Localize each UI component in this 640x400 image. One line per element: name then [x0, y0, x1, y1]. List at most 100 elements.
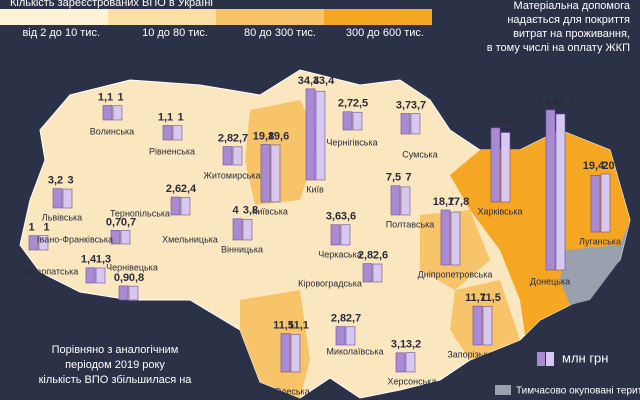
region-name: Закарпатська: [22, 266, 79, 276]
value-label: 1,4: [81, 254, 97, 266]
bar: [172, 125, 183, 141]
value-label: 3,2: [406, 339, 421, 351]
bar: [180, 197, 191, 216]
bar: [400, 186, 411, 216]
region-name: Черкаська: [318, 249, 361, 259]
value-label: 2,6: [166, 183, 181, 195]
value-label: 17,8: [448, 196, 469, 208]
legend-swatch: [0, 9, 108, 25]
value-label: 27: [487, 114, 499, 126]
bar: [85, 267, 96, 284]
region-name: Донецька: [530, 276, 570, 286]
bar: [62, 188, 73, 209]
value-label: 11,5: [480, 292, 501, 304]
value-label: 11,5: [273, 319, 294, 331]
value-label: 2,8: [331, 312, 346, 324]
legend-title: Кількість зареєстрованих ВПО в Україні: [10, 0, 213, 9]
note: в тому числі на оплату ЖКП: [487, 42, 630, 54]
region-name: Волинська: [90, 126, 134, 136]
bar: [120, 230, 131, 245]
bar: [440, 209, 451, 266]
value-label: 7: [405, 172, 411, 184]
value-label: 33,4: [313, 75, 335, 87]
bar: [400, 113, 411, 135]
region-name: Херсонська: [388, 376, 437, 386]
region-name: Запорізька: [447, 349, 492, 359]
region-name: Хмельницька: [162, 234, 218, 244]
bar: [270, 144, 281, 203]
value-label: 3,7: [411, 99, 426, 111]
legend-item: 10 до 80 тис.: [142, 27, 208, 39]
value-label: 1,1: [98, 91, 113, 103]
legend-swatch: [324, 9, 432, 25]
value-label: 3,6: [326, 211, 341, 223]
region-name: Полтавська: [386, 219, 435, 229]
region-name: Дніпропетровська: [418, 269, 493, 279]
value-label: 64,4: [538, 96, 560, 108]
bar: [232, 218, 243, 241]
value-label: 1,3: [96, 254, 111, 266]
unit-swatch: [546, 352, 554, 366]
bar: [345, 326, 356, 346]
unit-swatch: [537, 352, 545, 366]
comparison: періодом 2019 року: [65, 359, 165, 371]
region-name: Одеська: [274, 386, 309, 396]
bar: [330, 224, 341, 246]
value-label: 2,8: [358, 249, 373, 261]
bar: [95, 267, 106, 284]
bar: [290, 334, 301, 373]
bar: [232, 146, 243, 166]
value-label: 3,7: [396, 99, 411, 111]
bar: [500, 132, 511, 203]
region-name: Рівненська: [149, 146, 195, 156]
bar: [102, 105, 113, 121]
value-label: 20: [602, 160, 614, 172]
bar: [372, 263, 383, 283]
bar: [110, 230, 121, 245]
note: витрат на проживання,: [513, 28, 630, 40]
bar: [242, 218, 253, 241]
region-name: Кіровоградська: [298, 278, 362, 288]
value-label: 2,6: [373, 249, 388, 261]
region-name: Чернігівська: [326, 137, 377, 147]
bar: [128, 285, 139, 301]
value-label: 0,9: [114, 272, 129, 284]
region-name: Київ: [306, 184, 324, 194]
bar: [405, 352, 416, 373]
value-label: 3,8: [243, 205, 258, 217]
value-label: 19,8: [253, 130, 274, 142]
region-name: Житомирська: [204, 170, 261, 180]
comparison: кількість ВПО збільшилася на: [39, 374, 193, 386]
region-name: Вінницька: [221, 244, 263, 254]
region-name: Чернівецька: [106, 262, 158, 272]
value-label: 0,8: [129, 272, 144, 284]
occupied-legend: Тимчасово окуповані території України: [516, 386, 640, 397]
value-label: 2,7: [338, 98, 353, 110]
value-label: 7,5: [386, 172, 401, 184]
bar: [410, 113, 421, 135]
value-label: 2,8: [218, 132, 233, 144]
value-label: 3,1: [391, 339, 406, 351]
bar: [450, 211, 461, 266]
bar: [305, 88, 316, 181]
bar: [352, 111, 363, 131]
value-label: 2,7: [346, 312, 361, 324]
note: надається для покриття: [507, 14, 630, 26]
bar: [342, 111, 353, 131]
bar: [28, 235, 39, 251]
legend-item: 80 до 300 тис.: [244, 27, 316, 39]
value-label: 1: [43, 222, 49, 234]
bar: [222, 146, 233, 166]
value-label: 0,7: [121, 216, 136, 228]
bar: [335, 326, 346, 346]
region-name: Луганська: [579, 236, 621, 246]
occupied-swatch: [495, 385, 511, 395]
bar: [490, 127, 501, 203]
bar: [590, 175, 601, 233]
value-label: 11,1: [288, 319, 309, 331]
region-name: Львівська: [42, 212, 82, 222]
value-label: 25: [502, 114, 514, 126]
value-label: 4: [232, 205, 239, 217]
bar: [600, 173, 611, 233]
